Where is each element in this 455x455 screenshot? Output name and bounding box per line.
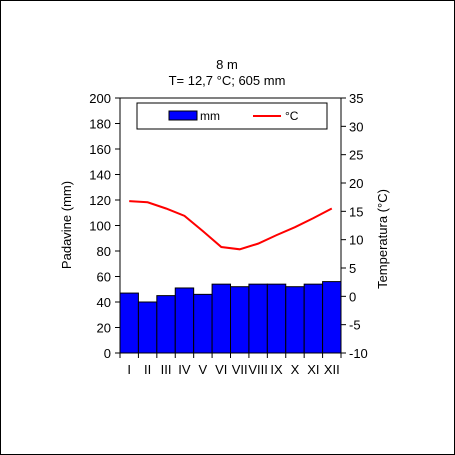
bar-II: [137, 301, 158, 354]
legend-bar-label: mm: [200, 109, 220, 123]
legend-box: [136, 102, 328, 130]
y-axis-label: Padavine (mm): [59, 181, 74, 269]
y-tick-label: 80: [97, 244, 111, 259]
y-tick-label: 40: [97, 295, 111, 310]
y-tick-label: 60: [97, 270, 111, 285]
y2-tick-label: 20: [349, 176, 363, 191]
x-tick-label: III: [161, 362, 172, 377]
y-tick-label: 120: [89, 193, 111, 208]
x-tick-label: VI: [215, 362, 227, 377]
bar-III: [156, 295, 176, 354]
bar-XII: [322, 281, 342, 354]
y2-tick-label: 5: [349, 261, 356, 276]
y-tick-label: 0: [104, 346, 111, 361]
bar-VI: [211, 283, 231, 354]
bar-VII: [230, 286, 250, 354]
y-tick-label: 100: [89, 219, 111, 234]
left-axis: 0 20 40 60 80 100 120 140 160 180 200: [89, 91, 120, 361]
bar-XI: [303, 283, 324, 354]
x-tick-label: XI: [307, 362, 319, 377]
y2-tick-label: -10: [349, 346, 368, 361]
chart-subtitle: T= 12,7 °C; 605 mm: [169, 73, 286, 88]
x-tick-label: V: [199, 362, 208, 377]
bar-X: [285, 286, 305, 354]
y2-tick-label: 30: [349, 119, 363, 134]
bar-I: [119, 292, 139, 354]
x-tick-label: VII: [232, 362, 248, 377]
y-tick-label: 180: [89, 117, 111, 132]
y2-tick-label: 0: [349, 289, 356, 304]
x-tick-label: X: [291, 362, 300, 377]
legend-line-label: °C: [285, 109, 299, 123]
legend: mm °C: [136, 102, 328, 130]
x-tick-label: IX: [270, 362, 283, 377]
y2-tick-label: -5: [349, 318, 361, 333]
y2-tick-label: 15: [349, 204, 363, 219]
chart-title: 8 m: [216, 57, 238, 72]
y-tick-label: 140: [89, 168, 111, 183]
bar-VIII: [248, 283, 268, 354]
bar-series: [119, 281, 342, 354]
bar-V: [193, 293, 213, 354]
y2-tick-label: 10: [349, 233, 363, 248]
x-axis: I II III IV V VI VII VIII IX X XI XII: [119, 353, 342, 377]
x-tick-label: VIII: [248, 362, 268, 377]
y2-tick-label: 25: [349, 148, 363, 163]
y2-tick-label: 35: [349, 91, 363, 106]
y-tick-label: 160: [89, 142, 111, 157]
bar-IX: [266, 283, 287, 354]
x-tick-label: IV: [178, 362, 191, 377]
x-tick-label: II: [144, 362, 151, 377]
y-tick-label: 20: [97, 321, 111, 336]
bar-IV: [174, 287, 195, 354]
y-tick-label: 200: [89, 91, 111, 106]
x-tick-label: XII: [324, 362, 340, 377]
x-tick-label: I: [127, 362, 131, 377]
right-axis: -10 -5 0 5 10 15 20 25 30 35: [341, 91, 368, 361]
y2-axis-label: Temperatura (°C): [375, 189, 390, 289]
legend-bar-swatch: [168, 110, 198, 121]
temperature-line: [129, 200, 333, 251]
